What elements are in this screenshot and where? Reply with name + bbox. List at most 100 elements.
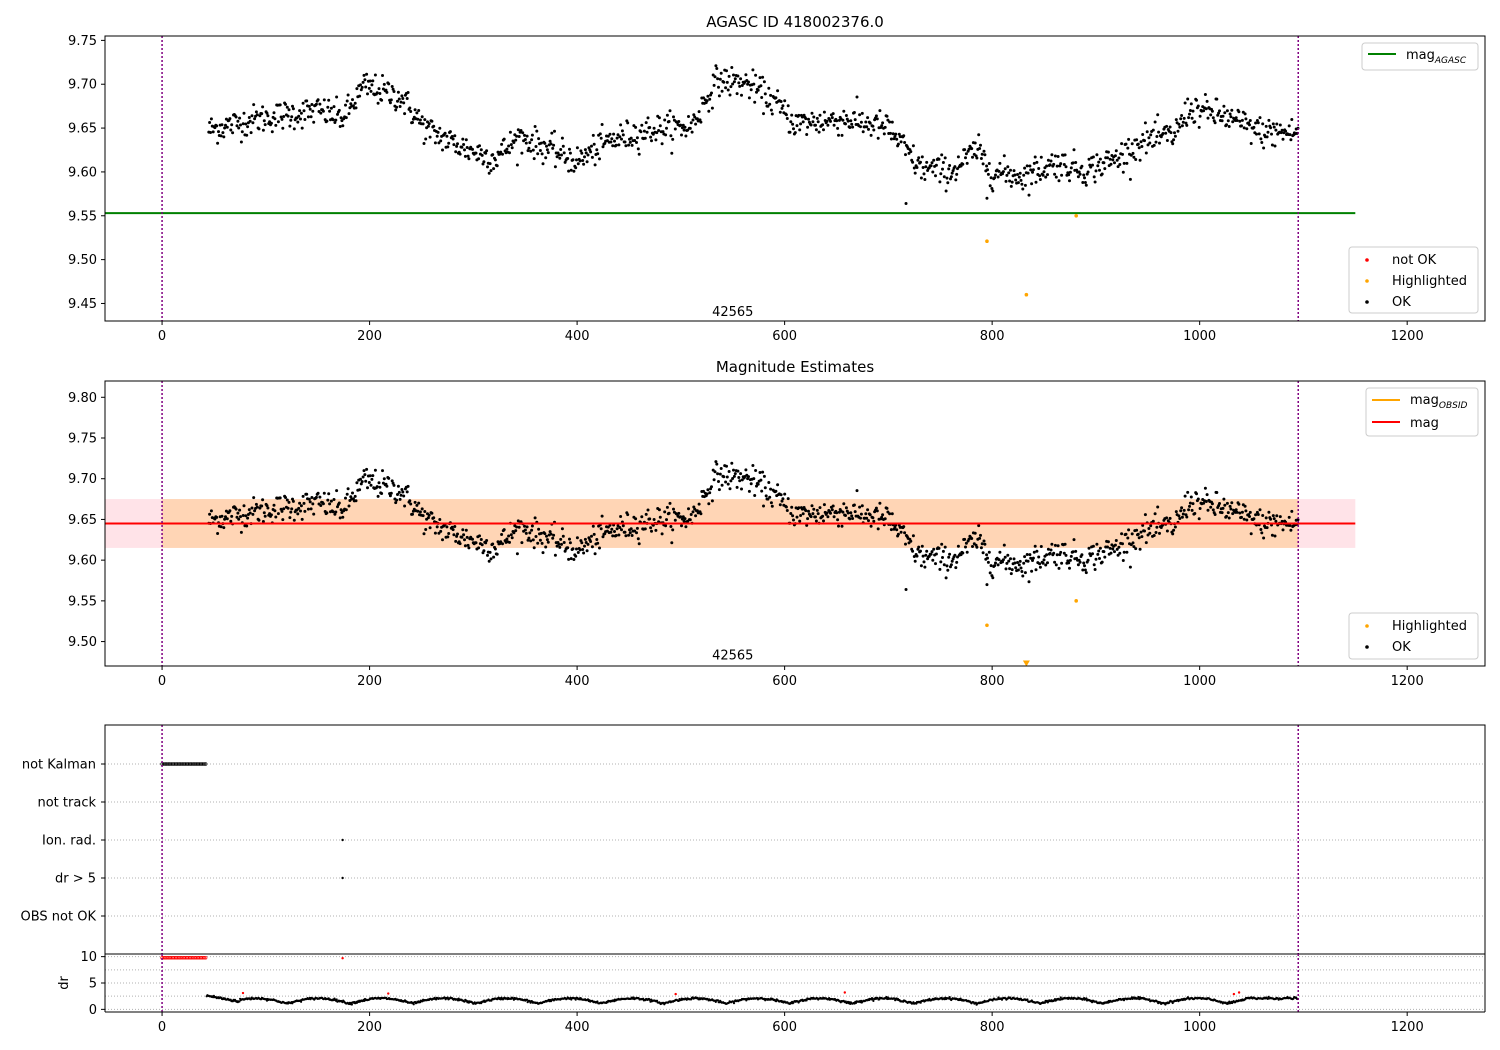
ok-point: [1100, 172, 1104, 176]
ok-point: [364, 479, 368, 483]
ok-point: [1165, 516, 1169, 520]
ok-point: [1258, 508, 1262, 512]
ok-point: [1056, 155, 1060, 158]
ok-point: [1127, 137, 1131, 141]
ok-point: [821, 514, 825, 518]
ok-point: [568, 147, 571, 151]
ok-point: [788, 130, 792, 134]
ok-point: [973, 141, 977, 145]
x-tick-label: 0: [158, 674, 166, 689]
y-tick-label: 10: [80, 950, 97, 965]
ok-point: [239, 530, 243, 534]
ok-point: [964, 541, 968, 545]
ok-point: [1064, 165, 1068, 169]
ok-point: [1257, 132, 1261, 136]
ok-point: [759, 478, 763, 482]
ok-point: [1180, 114, 1184, 117]
ok-point: [1109, 162, 1113, 166]
ok-point: [669, 134, 673, 138]
ok-point: [1117, 545, 1121, 549]
ok-point: [463, 538, 466, 542]
ok-point: [783, 492, 787, 496]
x-tick-label: 800: [980, 1020, 1005, 1035]
ok-point: [1165, 139, 1169, 142]
ok-point: [784, 505, 788, 509]
ok-point: [253, 509, 257, 513]
ok-point: [480, 543, 484, 547]
ok-point: [1158, 531, 1161, 535]
ok-point: [585, 160, 589, 164]
ok-point: [1227, 125, 1231, 128]
ok-point: [1261, 514, 1265, 517]
ok-point: [334, 118, 338, 122]
ok-point: [260, 504, 264, 508]
agasc-legend-highlighted-label: Highlighted: [1392, 274, 1467, 289]
ok-point: [731, 82, 735, 86]
ok-point: [255, 113, 259, 117]
ok-point: [369, 89, 373, 93]
ok-point: [1098, 168, 1101, 172]
dr-point: [948, 996, 951, 999]
ok-point: [261, 520, 265, 523]
ok-point: [288, 124, 292, 128]
ok-point: [844, 122, 847, 126]
ok-point: [1045, 553, 1049, 557]
x-tick-label: 600: [772, 1020, 797, 1035]
ok-point: [1108, 546, 1112, 550]
ok-point: [912, 166, 916, 170]
ok-point: [714, 64, 718, 68]
ok-point: [1225, 109, 1229, 113]
ok-point: [710, 91, 713, 95]
ok-point: [1185, 123, 1189, 127]
ok-point: [536, 541, 540, 545]
ok-point: [944, 189, 948, 193]
ok-point: [761, 75, 765, 79]
ok-point: [715, 462, 719, 466]
ok-point: [1044, 563, 1048, 567]
ok-point: [269, 121, 273, 125]
ok-point: [371, 79, 375, 83]
ok-point: [718, 77, 722, 81]
ok-point: [980, 542, 984, 546]
ok-point: [1181, 120, 1185, 124]
ok-point: [961, 162, 965, 166]
ok-point: [390, 85, 394, 88]
ok-point: [1143, 529, 1146, 533]
ok-point: [492, 555, 496, 559]
ok-point: [894, 132, 898, 136]
ok-point: [687, 115, 690, 118]
ok-point: [1229, 115, 1233, 119]
ok-point: [1111, 158, 1115, 162]
ok-point: [1184, 121, 1188, 125]
ok-point: [1005, 561, 1009, 565]
ok-point: [836, 126, 840, 130]
ok-point: [1186, 490, 1190, 494]
ok-point: [667, 511, 671, 515]
ok-point: [1178, 517, 1182, 520]
ok-point: [562, 541, 566, 544]
ok-point: [527, 536, 531, 540]
ok-point: [740, 93, 743, 97]
ok-point: [273, 509, 277, 513]
ok-point: [1209, 505, 1213, 509]
ok-point: [1188, 112, 1191, 116]
ok-point: [872, 519, 876, 523]
ok-point: [1096, 552, 1100, 556]
ok-point: [1103, 167, 1107, 171]
ok-point: [861, 130, 865, 134]
ok-point: [657, 116, 661, 120]
ok-point: [1155, 135, 1159, 138]
ok-point: [822, 128, 825, 132]
ok-point: [1195, 492, 1198, 496]
ok-point: [309, 115, 313, 119]
ok-point: [691, 510, 695, 514]
ok-point: [297, 114, 301, 118]
ok-point: [1240, 515, 1243, 519]
ok-point: [401, 490, 405, 494]
ok-point: [1094, 169, 1098, 173]
ok-point: [1081, 568, 1085, 572]
ok-point: [576, 162, 580, 166]
ok-point: [1028, 164, 1032, 168]
ok-point: [610, 137, 614, 141]
dr-red-point: [168, 955, 172, 960]
